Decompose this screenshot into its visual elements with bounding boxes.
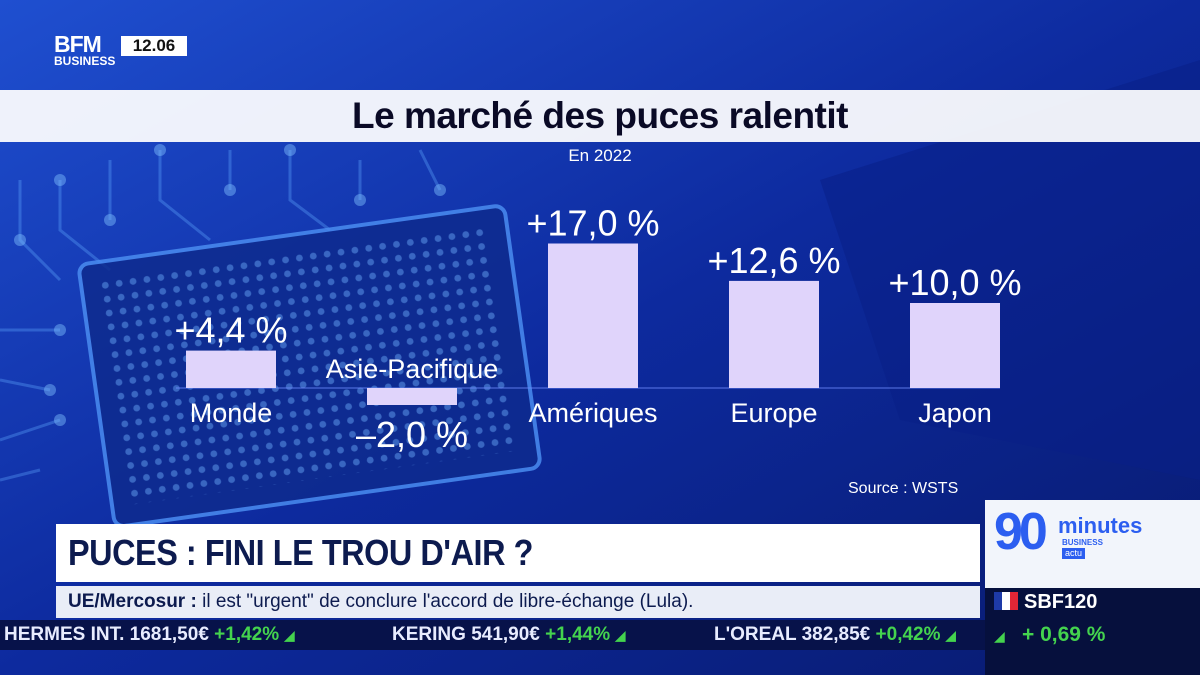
- bar-am-riques: [548, 243, 638, 388]
- program-logo: [985, 500, 1200, 588]
- up-arrow-icon: ◢: [945, 628, 956, 643]
- stock-ticker: [0, 620, 985, 650]
- news-text: il est "urgent" de conclure l'accord de …: [196, 591, 694, 612]
- ticker-change: +0,42%: [875, 624, 941, 645]
- channel-logo: BFM BUSINESS: [54, 31, 116, 69]
- title-band: [0, 90, 1200, 142]
- clock: 12.06: [121, 36, 187, 56]
- bar-monde: [186, 350, 276, 388]
- bar-europe: [729, 280, 819, 388]
- channel-logo-sub: BUSINESS: [54, 54, 116, 68]
- data-label: +10,0 %: [888, 262, 1021, 303]
- ticker-change: +1,44%: [545, 624, 611, 645]
- ticker-change: +1,42%: [214, 624, 280, 645]
- program-logo-tag: actu: [1062, 548, 1086, 559]
- data-label: +12,6 %: [707, 240, 840, 281]
- news-line: UE/Mercosur : il est "urgent" de conclur…: [68, 588, 693, 616]
- ticker-name: L'OREAL: [714, 624, 797, 645]
- program-logo-word: minutes: [1058, 513, 1143, 538]
- up-arrow-icon: ◢: [284, 628, 295, 643]
- up-arrow-icon: ◢: [615, 628, 626, 643]
- index-change: + 0,69 %: [1022, 623, 1106, 646]
- bar-asie-pacifique: [367, 388, 457, 405]
- ticker-price: 382,85€: [801, 624, 871, 645]
- chart-title: Le marché des puces ralentit: [352, 95, 848, 136]
- ticker-price: 1681,50€: [129, 624, 209, 645]
- france-flag-icon: [994, 592, 1018, 610]
- news-bar: [56, 586, 980, 618]
- category-label: Japon: [918, 398, 992, 428]
- headline-bar: [56, 524, 980, 582]
- ticker-name: KERING: [392, 624, 466, 645]
- channel-logo-brand: BFM: [54, 31, 102, 57]
- data-label: +17,0 %: [526, 203, 659, 244]
- up-arrow-icon: ◢: [994, 628, 1005, 644]
- ticker-item: L'OREAL 382,85€ +0,42% ◢: [714, 624, 956, 647]
- category-label: Europe: [730, 398, 817, 428]
- index-name: SBF120: [1024, 591, 1098, 613]
- index-box: [985, 588, 1200, 675]
- ticker-name: HERMES INT.: [4, 624, 125, 645]
- chart-source: Source : WSTS: [848, 480, 959, 497]
- ticker-item: KERING 541,90€ +1,44% ◢: [392, 624, 625, 647]
- category-label: Asie-Pacifique: [326, 354, 499, 384]
- ticker-item: HERMES INT. 1681,50€ +1,42% ◢: [4, 624, 294, 647]
- program-logo-sub: BUSINESS: [1062, 538, 1103, 547]
- program-logo-number: 90: [994, 503, 1048, 561]
- chart-subtitle: En 2022: [568, 146, 632, 165]
- ticker-price: 541,90€: [471, 624, 540, 645]
- bar-japon: [910, 303, 1000, 388]
- data-label: –2,0 %: [356, 414, 468, 455]
- headline: PUCES : FINI LE TROU D'AIR ?: [68, 532, 533, 573]
- data-label: +4,4 %: [174, 310, 287, 351]
- category-label: Monde: [190, 398, 273, 428]
- category-label: Amériques: [528, 398, 657, 428]
- news-topic: UE/Mercosur :: [68, 591, 197, 612]
